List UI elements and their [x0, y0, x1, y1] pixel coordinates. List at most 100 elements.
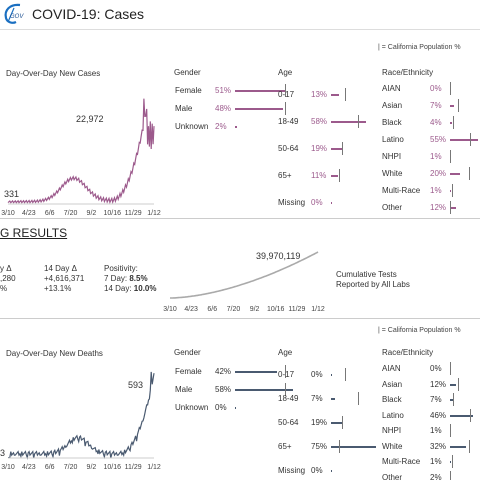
gender-row-bar — [235, 407, 236, 409]
deaths-age-heading: Age — [278, 348, 293, 357]
age-row-label: 18-49 — [278, 117, 299, 126]
race-row-label: Asian — [382, 101, 403, 110]
testing-section-title[interactable]: G RESULTS — [0, 226, 68, 240]
population-tick — [285, 102, 286, 115]
age-row-pct: 7% — [311, 394, 323, 403]
age-row-pct: 19% — [311, 144, 328, 153]
ca-gov-logo-icon[interactable] — [2, 2, 28, 26]
age-row-label: 0-17 — [278, 370, 295, 379]
race-row-bar — [450, 173, 460, 175]
section-divider — [0, 318, 480, 319]
race-row-bar — [450, 139, 478, 141]
x-tick-label: 4/23 — [184, 306, 198, 313]
population-tick — [469, 133, 471, 146]
population-tick — [339, 440, 341, 453]
x-tick-label: 7/20 — [64, 210, 78, 217]
x-tick-label: 11/29 — [288, 306, 305, 313]
race-row-label: Multi-Race — [382, 186, 421, 195]
population-tick — [285, 365, 286, 378]
gender-row-label: Unknown — [175, 403, 209, 412]
race-row-bar — [450, 445, 466, 448]
x-tick-label: 6/6 — [207, 306, 217, 313]
tests-chart: 3/10 4/23 6/6 7/20 9/2 10/16 11/29 1/12 39,970,1… — [163, 251, 325, 313]
page-title: COVID-19: Cases — [32, 6, 145, 22]
age-row-bar — [331, 470, 332, 472]
cases-race-heading: Race/Ethnicity — [382, 68, 434, 77]
gender-row-bar — [235, 126, 237, 128]
race-row-pct: 1% — [430, 152, 442, 161]
deaths-chart-label: Day-Over-Day New Deaths — [6, 349, 103, 358]
start-data-label: 331 — [4, 189, 19, 199]
age-row-label: 50-64 — [278, 144, 299, 153]
age-row-bar — [331, 374, 332, 376]
x-tick-label: 3/10 — [163, 306, 177, 313]
population-tick — [339, 169, 341, 182]
testing-positivity-label: Positivity: — [104, 264, 138, 273]
population-tick — [341, 142, 343, 155]
age-row-label: 65+ — [278, 442, 292, 451]
gender-row-label: Male — [175, 385, 193, 394]
x-tick-label: 3/10 — [1, 464, 15, 471]
x-tick-label: 10/16 — [267, 306, 285, 313]
population-tick — [285, 383, 286, 396]
age-row-bar — [331, 422, 343, 424]
population-tick — [468, 439, 470, 453]
age-row-bar — [331, 148, 343, 150]
race-row-pct: 1% — [430, 457, 442, 466]
gender-row-pct: 48% — [215, 104, 232, 113]
age-row-label: Missing — [278, 466, 306, 475]
race-row-label: Latino — [382, 135, 404, 144]
race-row-bar — [450, 399, 454, 401]
x-tick-label: 11/29 — [125, 464, 142, 471]
x-tick-label: 10/16 — [104, 210, 122, 217]
start-data-label: 3 — [0, 448, 5, 458]
race-row-pct: 32% — [430, 441, 447, 451]
x-tick-label: 4/23 — [22, 464, 36, 471]
race-row-label: White — [382, 441, 403, 451]
x-tick-label: 9/2 — [250, 306, 260, 313]
race-row-pct: 12% — [430, 379, 447, 389]
race-row-label: Black — [382, 395, 402, 404]
deaths-series-line — [8, 371, 155, 460]
x-tick-label: 1/12 — [147, 464, 161, 471]
race-row-bar — [450, 461, 451, 463]
peak-data-label: 593 — [128, 380, 143, 390]
race-row-label: AIAN — [382, 84, 401, 93]
x-tick-label: 6/6 — [45, 464, 55, 471]
testing-14day-value: +4,616,371 — [44, 274, 85, 283]
testing-positivity-14day: 14 Day: 10.0% — [104, 284, 157, 293]
x-tick-label: 1/12 — [147, 210, 161, 217]
age-row-pct: 0% — [311, 466, 323, 475]
peak-data-label: 22,972 — [76, 114, 104, 124]
gender-row-pct: 58% — [215, 385, 232, 394]
age-row-label: Missing — [278, 198, 306, 207]
gender-row-pct: 51% — [215, 86, 232, 95]
cases-chart-label: Day-Over-Day New Cases — [6, 69, 101, 78]
race-row-pct: 12% — [430, 203, 447, 212]
testing-caption-line1: Cumulative Tests — [336, 270, 397, 279]
cases-population-legend: | = California Population % — [378, 44, 461, 51]
testing-col1-line1: y Δ — [0, 264, 12, 273]
race-row-pct: 0% — [430, 84, 442, 93]
race-row-pct: 7% — [430, 395, 442, 404]
x-tick-label: 7/20 — [227, 306, 241, 313]
age-row-bar — [331, 121, 366, 123]
race-row-bar — [450, 207, 456, 209]
deaths-race-heading: Race/Ethnicity — [382, 348, 434, 357]
race-row-pct: 0% — [430, 364, 442, 373]
age-row-label: 50-64 — [278, 418, 299, 427]
population-tick — [457, 377, 459, 391]
deaths-gender-heading: Gender — [174, 348, 201, 357]
section-divider — [0, 218, 480, 219]
x-tick-label: 9/2 — [87, 464, 97, 471]
gender-row-label: Male — [175, 104, 193, 113]
age-row-label: 0-17 — [278, 90, 295, 99]
population-tick — [344, 368, 346, 381]
testing-col1-line3: % — [0, 284, 8, 293]
age-row-bar — [331, 398, 336, 400]
population-tick — [358, 392, 359, 405]
population-tick — [450, 362, 452, 375]
race-row-label: Latino — [382, 410, 404, 420]
race-row-label: Other — [382, 472, 403, 480]
age-row-label: 18-49 — [278, 394, 299, 403]
